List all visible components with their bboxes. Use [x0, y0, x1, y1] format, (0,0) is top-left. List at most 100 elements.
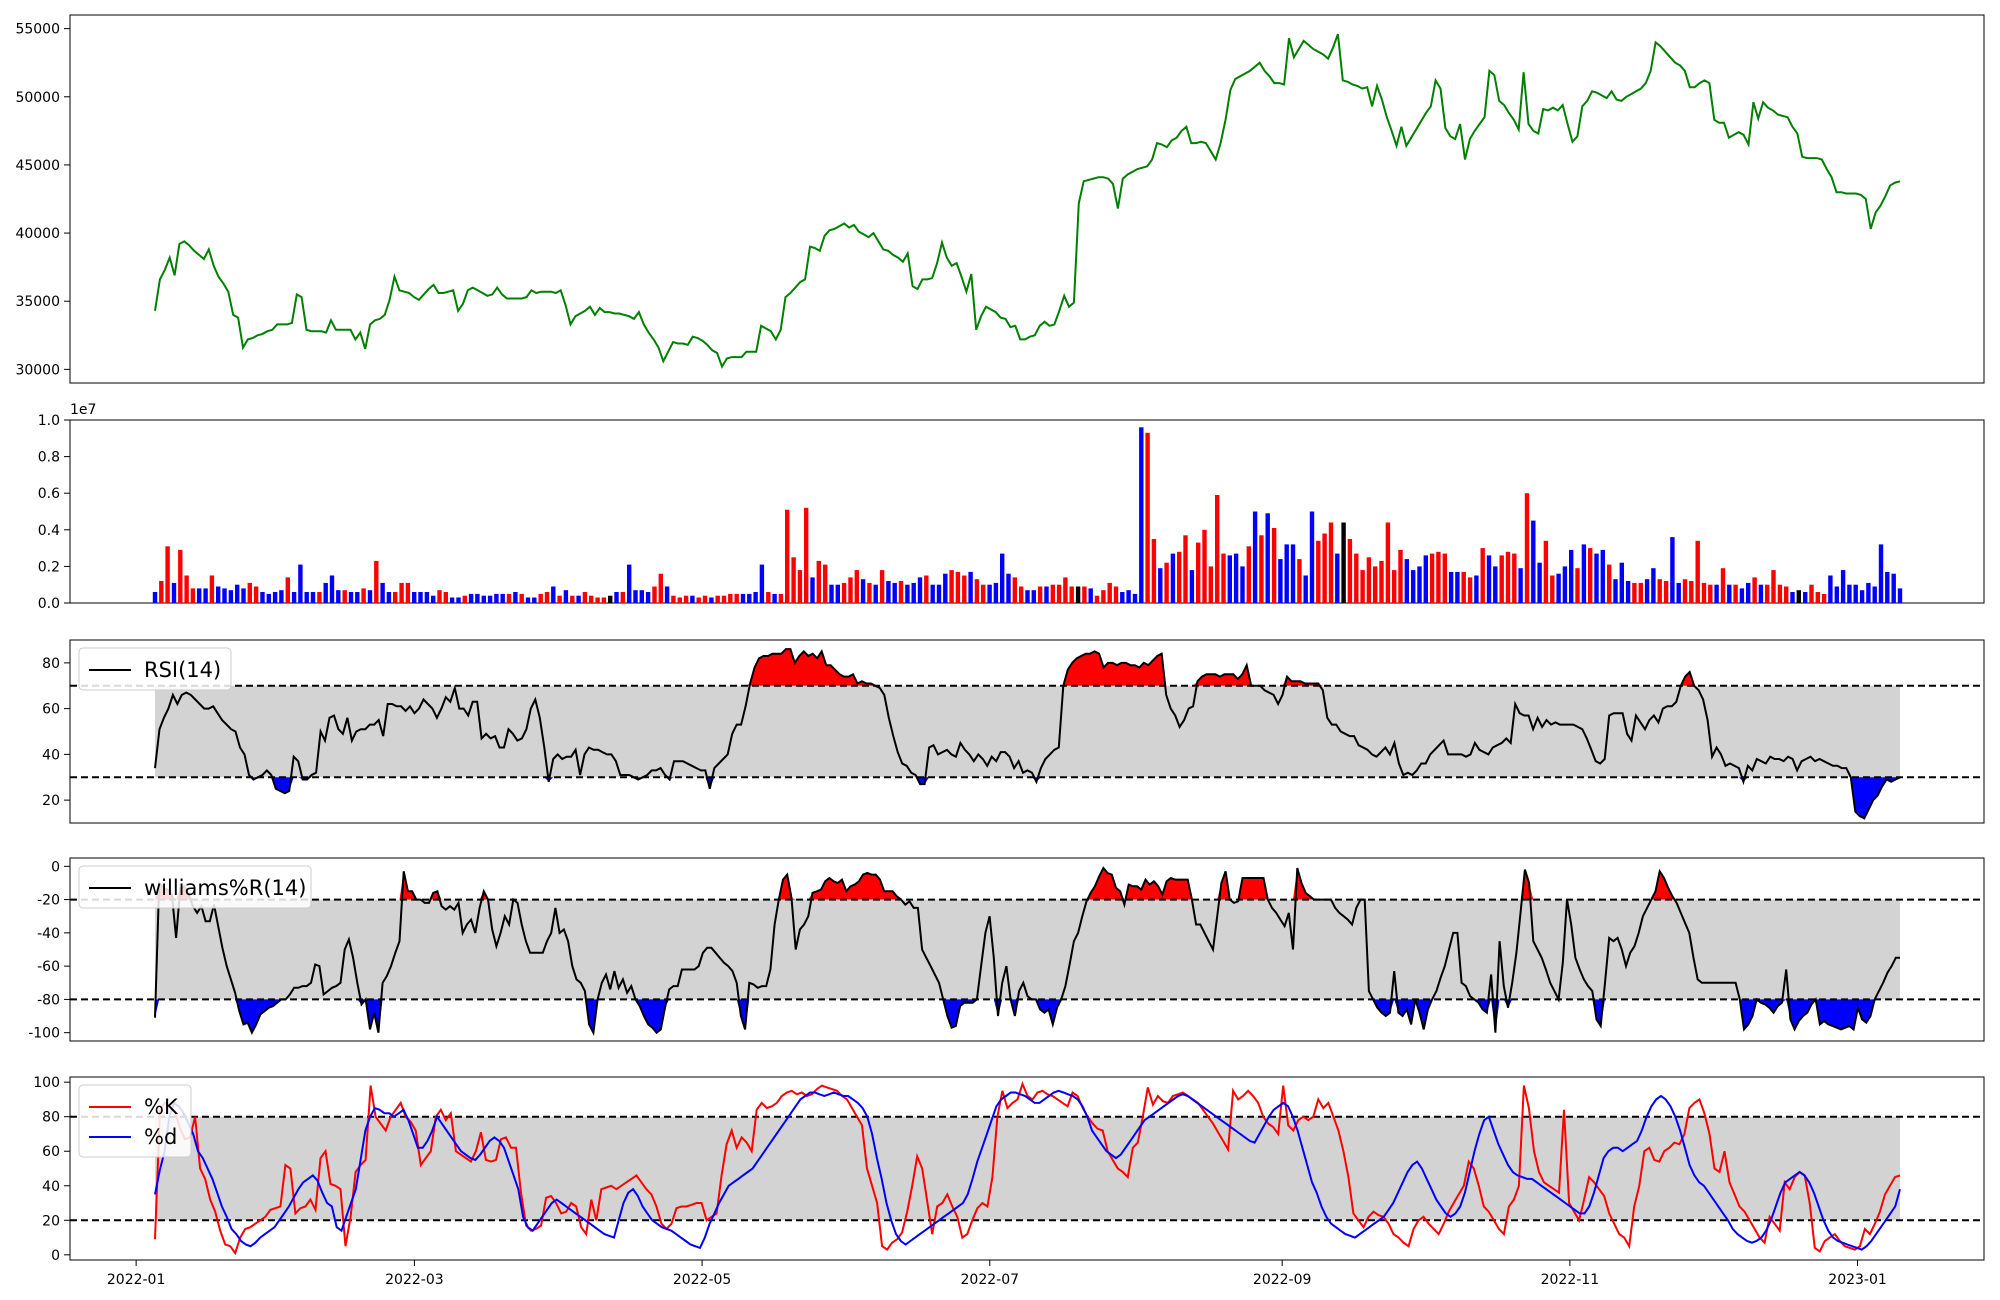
volume-bar — [1550, 575, 1555, 603]
volume-bar — [1101, 590, 1106, 603]
ytick-label: 80 — [42, 1110, 60, 1126]
volume-bar — [1537, 562, 1542, 603]
volume-bar — [1518, 568, 1523, 603]
volume-bar — [1499, 555, 1504, 603]
volume-bar — [1752, 577, 1757, 603]
ytick-label: 0.6 — [38, 486, 60, 502]
volume-bar — [608, 595, 613, 603]
volume-bar — [702, 595, 708, 603]
volume-bar — [1758, 584, 1764, 603]
ytick-label: 40 — [42, 747, 60, 763]
volume-bar — [582, 592, 588, 603]
volume-bar — [1531, 520, 1536, 603]
volume-bar — [1132, 593, 1138, 603]
volume-bar — [652, 586, 657, 603]
volume-bar — [1505, 551, 1511, 603]
volume-bar — [418, 592, 423, 603]
volume-bar — [1638, 582, 1643, 603]
volume-bar — [159, 581, 164, 603]
volume-bar — [355, 592, 360, 603]
volume-bar — [1227, 555, 1232, 603]
volume-bar — [1821, 593, 1827, 603]
volume-bar — [633, 590, 638, 603]
volume-bar — [374, 560, 379, 603]
volume-bar — [532, 597, 537, 603]
volume-bar — [487, 595, 493, 603]
xtick-label: 2022-03 — [385, 1272, 444, 1288]
ytick-label: 20 — [42, 1213, 60, 1229]
volume-bar — [1006, 573, 1011, 603]
volume-bar — [778, 593, 784, 603]
volume-bar — [190, 588, 196, 603]
volume-bar — [1335, 553, 1340, 603]
volume-bar — [1246, 546, 1251, 603]
volume-bar — [1271, 528, 1277, 603]
volume-bar — [462, 595, 467, 603]
ytick-label: 60 — [42, 1144, 60, 1160]
volume-bar — [911, 582, 916, 603]
ytick-label: -100 — [28, 1026, 60, 1042]
volume-bar — [538, 593, 543, 603]
volume-bar — [272, 592, 278, 603]
volume-bar — [1771, 570, 1776, 603]
volume-bar — [1044, 586, 1049, 603]
volume-bar — [1840, 570, 1846, 603]
volume-bar — [1297, 559, 1302, 603]
volume-bar — [1284, 544, 1289, 603]
volume-bar — [709, 597, 714, 603]
panel-williams: -100 -80 -60 -40 -20 0 williams%R(14) — [28, 857, 1985, 1042]
ytick-label: 30000 — [15, 362, 60, 378]
volume-bar — [1663, 581, 1669, 603]
volume-bar — [785, 509, 790, 603]
volume-bar — [197, 588, 202, 603]
panel-volume: 0.0 0.2 0.4 0.6 0.8 1.0 1e7 — [38, 402, 1985, 612]
volume-bar — [260, 592, 265, 603]
volume-bar — [1151, 539, 1157, 603]
legend-label: %d — [144, 1125, 177, 1149]
volume-bar — [987, 584, 992, 603]
volume-bar — [171, 582, 177, 603]
volume-bar — [823, 564, 828, 603]
axes-frame-rsi — [69, 639, 1985, 824]
volume-bar — [525, 597, 531, 603]
volume-bar — [1012, 577, 1017, 603]
volume-bar — [886, 581, 891, 603]
volume-bar — [1878, 544, 1884, 603]
volume-bar — [664, 586, 670, 603]
volume-bar — [1392, 570, 1397, 603]
volume-bar — [804, 507, 809, 603]
oversold-fill-williams — [155, 999, 1900, 1033]
volume-bar — [816, 560, 821, 603]
volume-bar — [1866, 582, 1871, 603]
ytick-label: 0.0 — [38, 596, 60, 612]
volume-bar — [1240, 566, 1245, 603]
volume-bar — [753, 592, 758, 603]
volume-bar — [456, 597, 461, 603]
volume-bar — [1594, 553, 1599, 603]
volume-bar — [1720, 568, 1726, 603]
axes-frame-williams — [69, 857, 1985, 1042]
volume-bar — [1803, 592, 1808, 603]
xtick-label: 2022-05 — [673, 1272, 732, 1288]
volume-bar — [917, 577, 923, 603]
volume-bar — [1809, 584, 1814, 603]
volume-bar — [1031, 590, 1036, 603]
volume-bar — [1360, 570, 1365, 603]
volume-bar — [683, 595, 689, 603]
volume-bar — [1474, 575, 1479, 603]
volume-bar — [1189, 570, 1195, 603]
volume-bar — [721, 595, 727, 603]
volume-bar — [943, 573, 948, 603]
volume-bar — [949, 570, 954, 603]
volume-bar — [671, 595, 676, 603]
volume-bar — [412, 592, 417, 603]
volume-bar — [1644, 579, 1650, 603]
volume-bar — [1417, 566, 1422, 603]
volume-bar — [513, 592, 518, 603]
legend — [78, 647, 232, 691]
panel-stochastic: 0 20 40 60 80 100 %K %d 2022-01 2022-03 2022-05 202… — [33, 1075, 1985, 1288]
volume-bar — [1341, 522, 1346, 603]
volume-bar — [570, 595, 575, 603]
volume-bar — [1164, 562, 1169, 603]
